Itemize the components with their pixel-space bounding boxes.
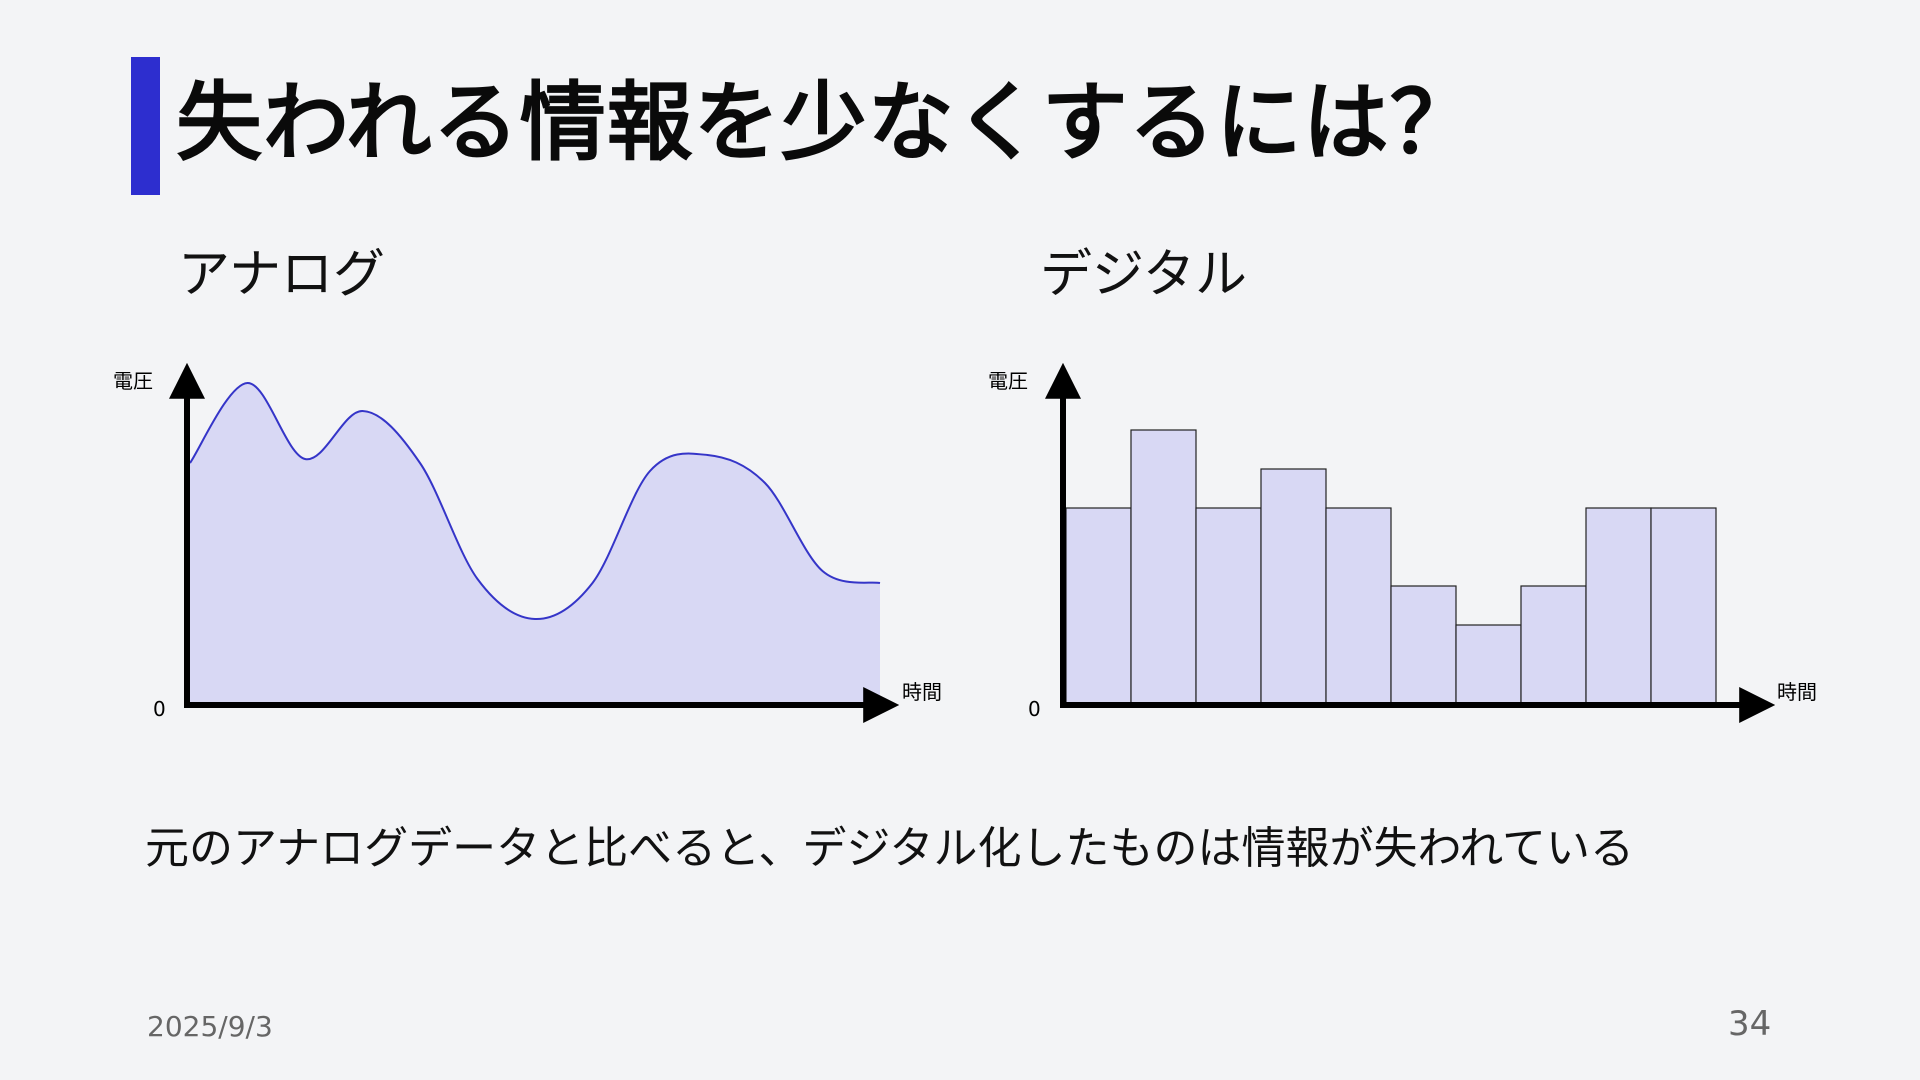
digital-x-axis-label: 時間 (1777, 680, 1817, 704)
slide-title: 失われる情報を少なくするには？ (176, 73, 1477, 173)
analog-y-axis-label: 電圧 (113, 369, 153, 393)
digital-bar-3 (1195, 507, 1262, 704)
analog-origin-label: 0 (153, 697, 166, 721)
analog-curve-line (189, 381, 881, 621)
slide-date: 2025/9/3 (147, 1010, 273, 1043)
digital-bars (1065, 429, 1717, 704)
digital-bar-10 (1650, 507, 1717, 704)
digital-bar-9 (1585, 507, 1652, 704)
digital-bar-5 (1325, 507, 1392, 704)
digital-bar-2 (1130, 429, 1197, 704)
title-accent-bar (131, 57, 160, 195)
digital-bar-1 (1065, 507, 1132, 704)
digital-origin-label: 0 (1028, 697, 1041, 721)
digital-bar-6 (1390, 585, 1457, 704)
digital-y-axis-label: 電圧 (988, 369, 1028, 393)
analog-x-axis-label: 時間 (902, 680, 942, 704)
slide-caption: 元のアナログデータと比べると、デジタル化したものは情報が失われている (145, 823, 1634, 874)
analog-area-fill (190, 382, 880, 703)
digital-bar-8 (1520, 585, 1587, 704)
digital-bar-4 (1260, 468, 1327, 704)
slide-page-number: 34 (1728, 1004, 1772, 1044)
digital-chart: 電圧 時間 0 (988, 362, 1817, 723)
analog-label: アナログ (178, 245, 385, 305)
analog-chart: 電圧 時間 0 (113, 362, 942, 723)
digital-label: デジタル (1040, 245, 1247, 305)
digital-bar-7 (1455, 624, 1522, 704)
